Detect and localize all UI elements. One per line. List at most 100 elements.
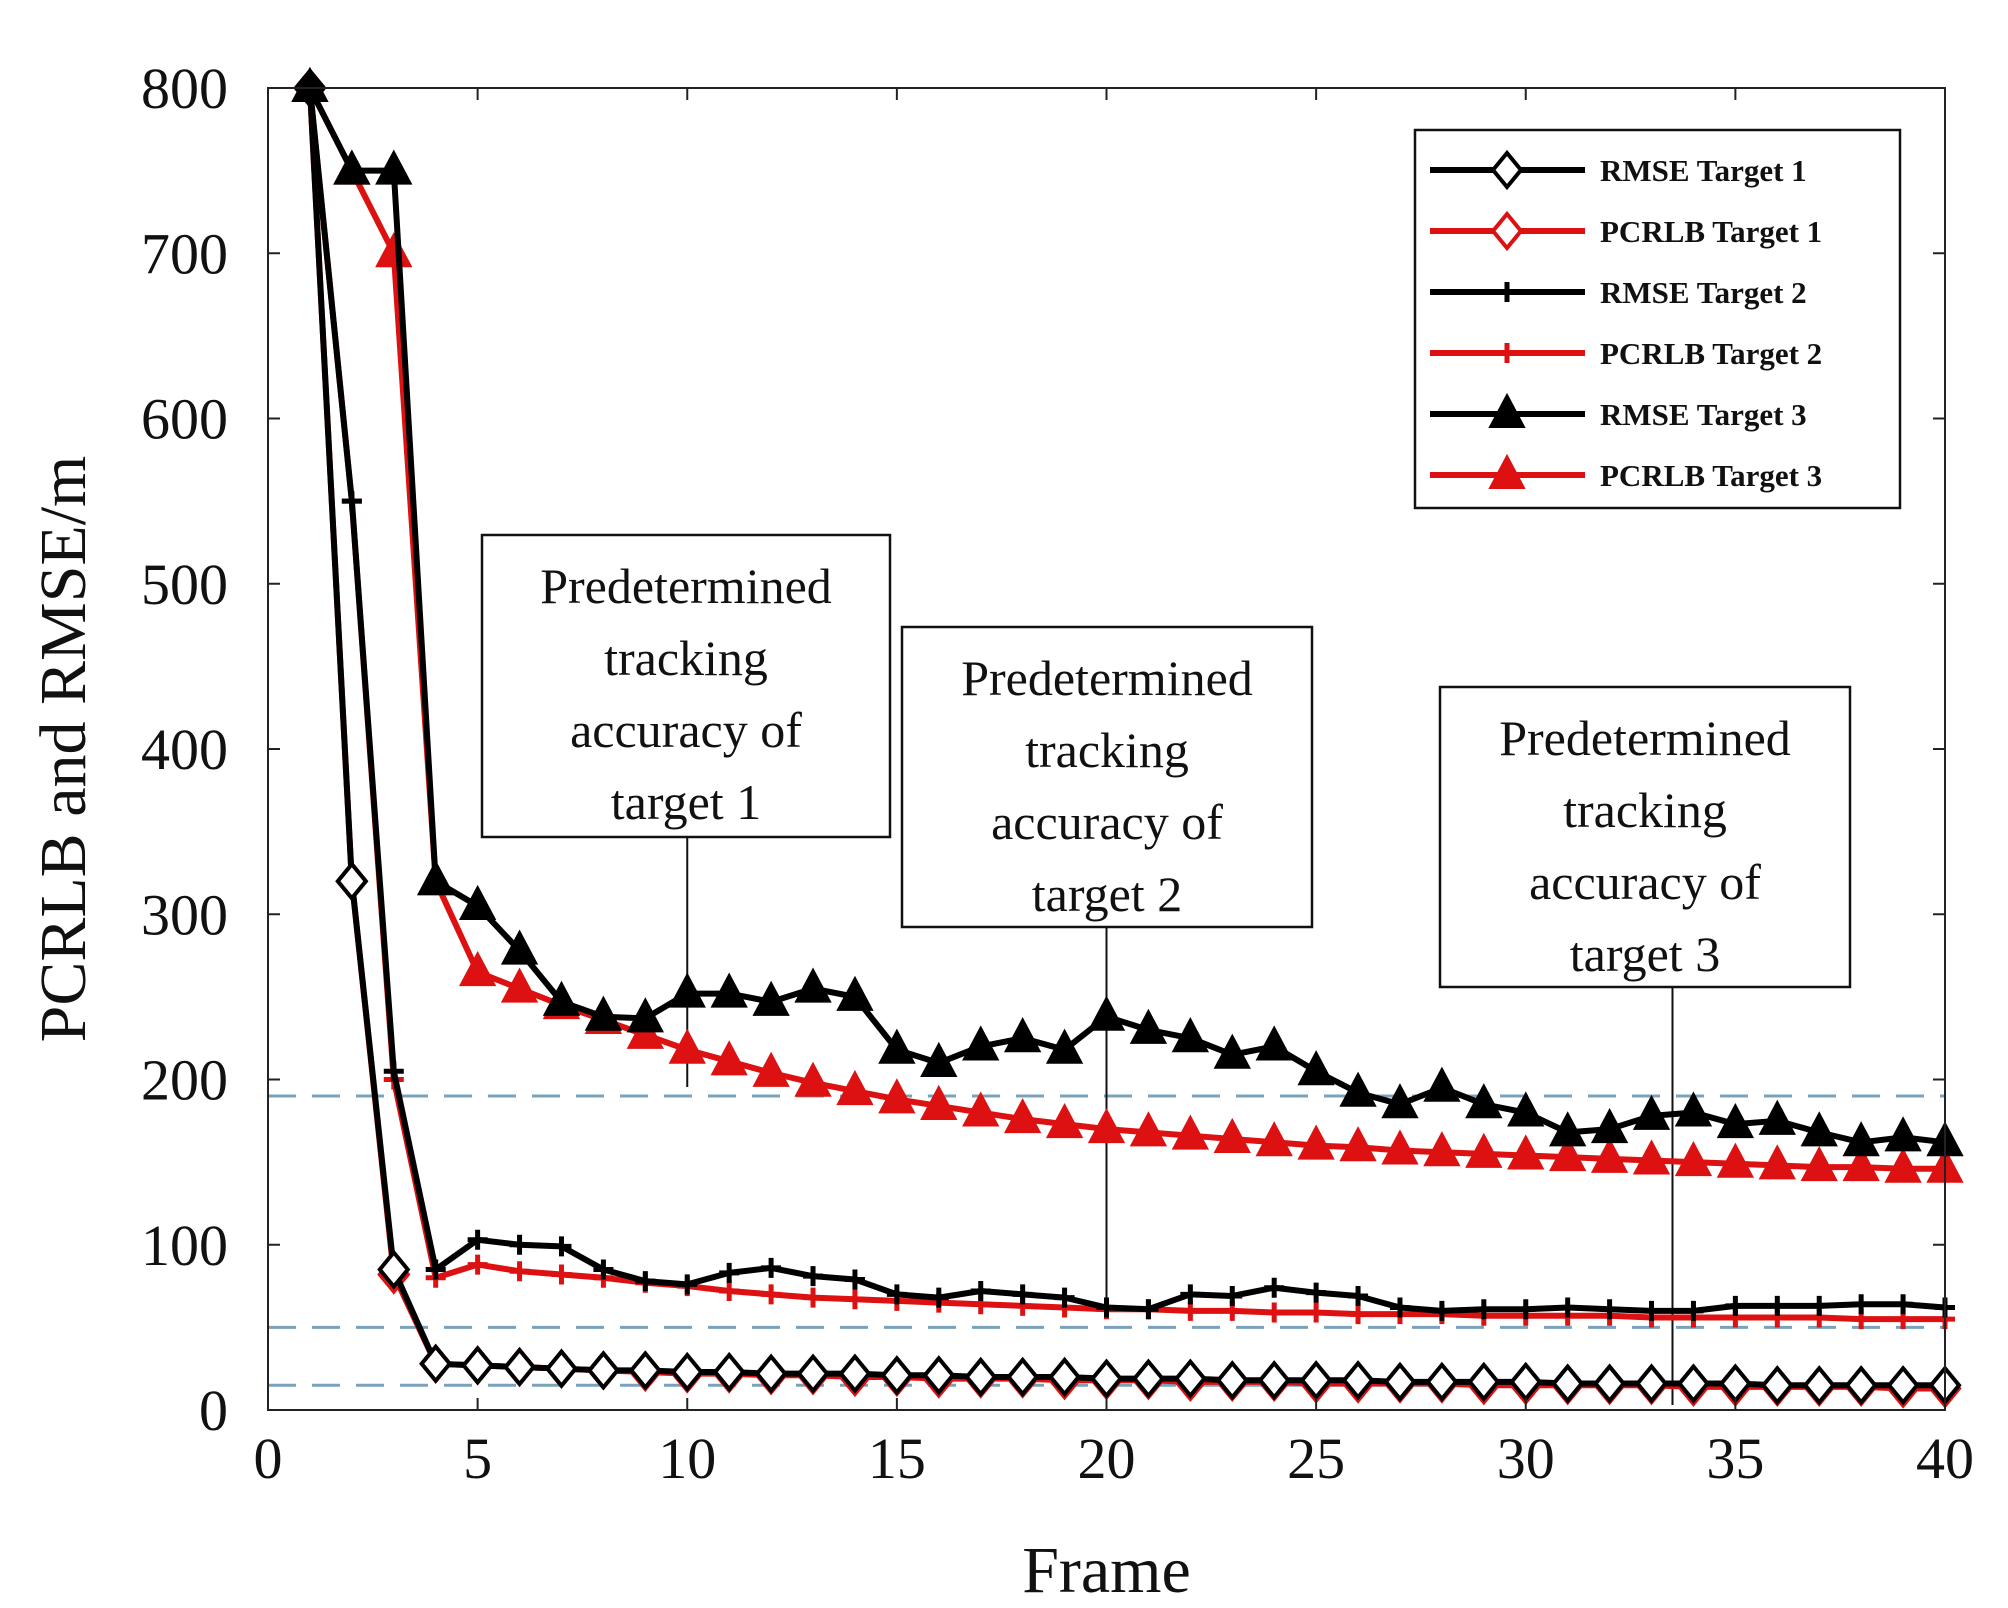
annotation-text-line: target 2 <box>1032 866 1182 922</box>
data-point-rmse-target-3 <box>668 972 706 1008</box>
data-point-rmse-target-3 <box>1590 1107 1629 1144</box>
legend-label: RMSE Target 2 <box>1600 275 1807 310</box>
data-point-rmse-target-1 <box>922 1355 956 1396</box>
data-point-pcrlb-target-3 <box>794 1061 832 1097</box>
data-point-rmse-target-1 <box>1089 1358 1124 1399</box>
data-point-rmse-target-2 <box>1306 1282 1327 1303</box>
data-point-rmse-target-2 <box>1893 1294 1914 1315</box>
legend-box <box>1413 128 1902 510</box>
data-point-rmse-target-3 <box>1339 1071 1377 1107</box>
data-point-rmse-target-3 <box>1381 1083 1419 1119</box>
data-point-rmse-target-2 <box>1767 1295 1788 1316</box>
legend-entry: PCRLB Target 1 <box>1430 210 1822 252</box>
legend-entry: RMSE Target 3 <box>1430 392 1807 432</box>
data-point-rmse-target-2 <box>1389 1297 1410 1318</box>
data-point-rmse-target-2 <box>551 1236 572 1257</box>
data-point-rmse-target-2 <box>1431 1300 1452 1321</box>
data-point-rmse-target-2 <box>1641 1300 1662 1321</box>
legend-entry: RMSE Target 2 <box>1430 275 1807 310</box>
x-tick-label: 0 <box>254 1426 283 1491</box>
data-point-rmse-target-3 <box>1549 1111 1587 1147</box>
data-point-rmse-target-1 <box>1844 1365 1878 1406</box>
data-point-rmse-target-2 <box>1557 1297 1578 1318</box>
data-point-rmse-target-3 <box>1129 1008 1168 1044</box>
data-point-rmse-target-3 <box>1171 1017 1210 1053</box>
data-point-pcrlb-target-3 <box>1632 1139 1671 1175</box>
legend-entry: PCRLB Target 2 <box>1430 336 1822 371</box>
data-point-rmse-target-2 <box>1264 1277 1285 1298</box>
data-point-rmse-target-1 <box>796 1353 830 1394</box>
data-point-rmse-target-2 <box>928 1287 949 1308</box>
x-tick-label: 40 <box>1916 1426 1974 1491</box>
data-point-rmse-target-3 <box>836 975 874 1011</box>
annotation-box-target-2: Predetermined tracking accuracy of target 2 <box>900 625 1314 929</box>
data-point-rmse-target-3 <box>878 1028 916 1064</box>
data-point-rmse-target-3 <box>794 967 832 1003</box>
data-point-rmse-target-2 <box>1599 1299 1620 1320</box>
data-point-rmse-target-3 <box>333 149 371 185</box>
data-point-pcrlb-target-3 <box>1884 1147 1922 1183</box>
y-tick-label: 500 <box>141 552 228 617</box>
data-point-rmse-target-3 <box>1087 995 1126 1031</box>
data-point-pcrlb-target-3 <box>1129 1111 1168 1147</box>
data-point-rmse-target-1 <box>502 1346 537 1388</box>
data-point-rmse-target-2 <box>1809 1295 1830 1316</box>
x-tick-label: 30 <box>1497 1426 1555 1491</box>
data-point-rmse-target-3 <box>291 66 329 102</box>
data-point-rmse-target-2 <box>383 1061 404 1082</box>
data-point-pcrlb-target-2 <box>467 1254 488 1275</box>
series-rmse-target-2 <box>299 78 1955 1321</box>
data-point-rmse-target-1 <box>1467 1361 1501 1403</box>
data-point-pcrlb-target-2 <box>551 1264 572 1285</box>
annotation-text-line: Predetermined <box>961 650 1253 706</box>
data-point-pcrlb-target-3 <box>1003 1098 1042 1134</box>
data-point-rmse-target-3 <box>542 980 581 1016</box>
data-point-rmse-target-2 <box>1180 1284 1201 1305</box>
data-point-rmse-target-1 <box>1257 1360 1291 1401</box>
annotation-text-line: tracking <box>1563 782 1727 838</box>
annotation-text-line: target 3 <box>1570 926 1720 982</box>
data-point-rmse-target-1 <box>670 1351 704 1393</box>
series-rmse-target-3 <box>291 66 1964 1157</box>
data-point-pcrlb-target-3 <box>1171 1114 1210 1150</box>
data-point-rmse-target-1 <box>1299 1360 1333 1401</box>
axis-ticks: 0 5 10 15 20 25 30 35 40010020030040050060070080… <box>141 56 1974 1491</box>
data-point-rmse-target-3 <box>1758 1099 1796 1135</box>
annotation-text-line: accuracy of <box>570 702 802 758</box>
data-point-pcrlb-target-3 <box>1339 1126 1377 1162</box>
data-point-pcrlb-target-3 <box>920 1084 958 1120</box>
data-point-rmse-target-2 <box>1096 1297 1117 1318</box>
data-point-rmse-target-1 <box>1047 1356 1082 1398</box>
data-point-pcrlb-target-3 <box>1800 1145 1838 1182</box>
data-point-rmse-target-1 <box>1131 1358 1166 1399</box>
annotation-text-line: Predetermined <box>1499 710 1791 766</box>
data-point-rmse-target-3 <box>1465 1083 1503 1119</box>
data-point-pcrlb-target-2 <box>1264 1302 1285 1323</box>
data-point-rmse-target-1 <box>1383 1361 1417 1403</box>
data-point-rmse-target-3 <box>1884 1116 1922 1152</box>
x-tick-label: 25 <box>1287 1426 1345 1491</box>
data-point-pcrlb-target-3 <box>1381 1129 1419 1165</box>
data-point-rmse-target-1 <box>586 1350 620 1391</box>
y-tick-label: 800 <box>141 56 228 121</box>
data-point-rmse-target-1 <box>754 1353 788 1394</box>
data-point-rmse-target-1 <box>880 1355 914 1396</box>
data-point-rmse-target-3 <box>458 884 497 920</box>
data-point-rmse-target-2 <box>970 1281 991 1302</box>
data-point-pcrlb-target-3 <box>710 1040 748 1076</box>
x-tick-label: 15 <box>868 1426 926 1491</box>
annotation-text-line: target 1 <box>611 774 761 830</box>
data-point-rmse-target-3 <box>1842 1121 1880 1157</box>
data-point-rmse-target-1 <box>1760 1365 1794 1406</box>
data-point-rmse-target-2 <box>593 1259 614 1280</box>
data-point-rmse-target-2 <box>1683 1300 1704 1321</box>
data-point-pcrlb-target-2 <box>1348 1304 1369 1325</box>
y-tick-label: 100 <box>141 1213 228 1278</box>
data-point-rmse-target-2 <box>1851 1294 1872 1315</box>
data-point-pcrlb-target-3 <box>1507 1134 1545 1170</box>
annotation-boxes: Predetermined tracking accuracy of target 1… <box>480 533 1852 989</box>
series-rmse-target-1 <box>293 67 1962 1406</box>
legend-label: RMSE Target 1 <box>1600 153 1807 188</box>
data-point-rmse-target-2 <box>803 1266 824 1287</box>
data-point-rmse-target-1 <box>1341 1360 1375 1401</box>
